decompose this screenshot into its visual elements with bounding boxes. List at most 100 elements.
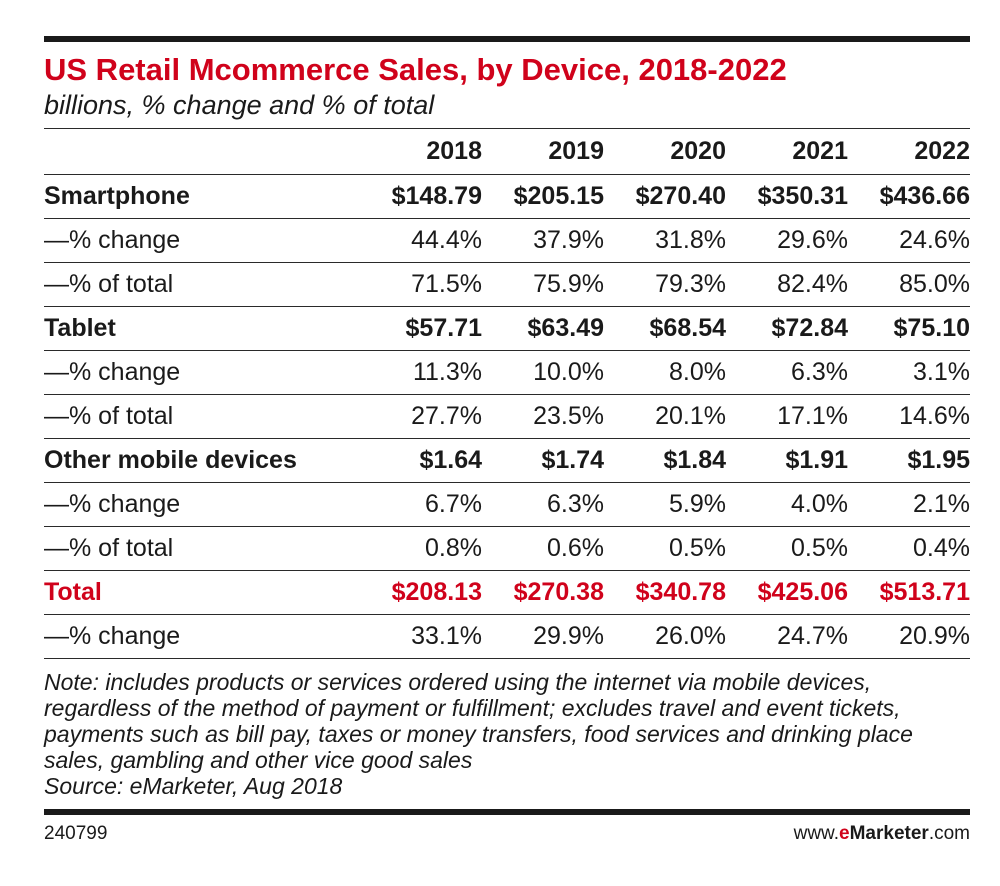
table-cell: 0.6%	[482, 526, 604, 571]
header-row: 2018 2019 2020 2021 2022	[44, 128, 970, 175]
table-cell: 26.0%	[604, 614, 726, 659]
brand-link[interactable]: www.eMarketer.com	[794, 823, 970, 845]
table-cell: 2.1%	[848, 482, 970, 527]
table-row: Smartphone $148.79 $205.15 $270.40 $350.31 $4…	[44, 174, 970, 219]
row-label: —% change	[44, 218, 360, 263]
brand-name: Marketer	[849, 823, 929, 844]
table-cell: $208.13	[360, 570, 482, 615]
row-label: Tablet	[44, 306, 360, 351]
table-body: Smartphone $148.79 $205.15 $270.40 $350.31 $4…	[44, 174, 970, 659]
table-row: —% of total 27.7% 23.5% 20.1% 17.1% 14.6%	[44, 394, 970, 439]
table-cell: $436.66	[848, 174, 970, 219]
table-cell: 20.9%	[848, 614, 970, 659]
table-cell: $270.40	[604, 174, 726, 219]
table-cell: $425.06	[726, 570, 848, 615]
table-cell: $148.79	[360, 174, 482, 219]
table-cell: $513.71	[848, 570, 970, 615]
table-cell: $340.78	[604, 570, 726, 615]
table-cell: $1.64	[360, 438, 482, 483]
table-cell: $205.15	[482, 174, 604, 219]
row-label: —% of total	[44, 526, 360, 571]
table-cell: 75.9%	[482, 262, 604, 307]
row-label: Total	[44, 570, 360, 615]
header-corner	[44, 128, 360, 175]
table-cell: 11.3%	[360, 350, 482, 395]
row-label: —% of total	[44, 394, 360, 439]
table-cell: 71.5%	[360, 262, 482, 307]
table-cell: 8.0%	[604, 350, 726, 395]
table-cell: $350.31	[726, 174, 848, 219]
table-row: Other mobile devices $1.64 $1.74 $1.84 $1.91…	[44, 438, 970, 483]
top-rule	[44, 36, 970, 42]
brand-e: e	[839, 823, 850, 844]
table-cell: 10.0%	[482, 350, 604, 395]
row-label: —% change	[44, 482, 360, 527]
table-cell: 17.1%	[726, 394, 848, 439]
table-cell: 33.1%	[360, 614, 482, 659]
table-cell: 24.7%	[726, 614, 848, 659]
table-row: Tablet $57.71 $63.49 $68.54 $72.84 $75.10	[44, 306, 970, 351]
table-cell: $1.74	[482, 438, 604, 483]
table-row: —% of total 71.5% 75.9% 79.3% 82.4% 85.0%	[44, 262, 970, 307]
table-cell: 44.4%	[360, 218, 482, 263]
bottom-rule	[44, 809, 970, 815]
table-cell: $68.54	[604, 306, 726, 351]
table-cell: 82.4%	[726, 262, 848, 307]
table-cell: 3.1%	[848, 350, 970, 395]
brand-prefix: www.	[793, 823, 840, 844]
table-cell: 0.8%	[360, 526, 482, 571]
table-row: —% change 11.3% 10.0% 8.0% 6.3% 3.1%	[44, 350, 970, 395]
table-cell: $57.71	[360, 306, 482, 351]
table-cell: 27.7%	[360, 394, 482, 439]
table-cell: $1.84	[604, 438, 726, 483]
table-cell: 4.0%	[726, 482, 848, 527]
row-label: —% change	[44, 614, 360, 659]
table-row: Total $208.13 $270.38 $340.78 $425.06 $513.71	[44, 570, 970, 615]
table-cell: 14.6%	[848, 394, 970, 439]
footer: 240799 www.eMarketer.com	[44, 821, 970, 851]
table-row: —% change 44.4% 37.9% 31.8% 29.6% 24.6%	[44, 218, 970, 263]
column-header-2018: 2018	[360, 128, 482, 175]
note-text: Note: includes products or services orde…	[44, 669, 913, 773]
column-header-2021: 2021	[726, 128, 848, 175]
chart-title: US Retail Mcommerce Sales, by Device, 20…	[44, 52, 787, 87]
source-text: Source: eMarketer, Aug 2018	[44, 773, 343, 799]
row-label: Smartphone	[44, 174, 360, 219]
table-cell: $75.10	[848, 306, 970, 351]
table-cell: 6.3%	[726, 350, 848, 395]
note-block: Note: includes products or services orde…	[44, 669, 970, 799]
table-cell: 79.3%	[604, 262, 726, 307]
table-cell: 0.5%	[604, 526, 726, 571]
row-label: Other mobile devices	[44, 438, 360, 483]
brand-suffix: .com	[928, 823, 970, 844]
column-header-2019: 2019	[482, 128, 604, 175]
data-table: 2018 2019 2020 2021 2022 Smartphone $148.79 $2…	[44, 128, 970, 659]
table-cell: 0.4%	[848, 526, 970, 571]
table-cell: $63.49	[482, 306, 604, 351]
column-header-2022: 2022	[848, 128, 970, 175]
table-cell: 6.3%	[482, 482, 604, 527]
chart-frame: US Retail Mcommerce Sales, by Device, 20…	[44, 36, 970, 851]
table-cell: 85.0%	[848, 262, 970, 307]
table-row: —% change 33.1% 29.9% 26.0% 24.7% 20.9%	[44, 614, 970, 659]
table-cell: 0.5%	[726, 526, 848, 571]
table-cell: 20.1%	[604, 394, 726, 439]
table-cell: $1.91	[726, 438, 848, 483]
chart-subtitle: billions, % change and % of total	[44, 90, 435, 120]
table-cell: 6.7%	[360, 482, 482, 527]
table-cell: $72.84	[726, 306, 848, 351]
table-cell: 5.9%	[604, 482, 726, 527]
table-cell: 37.9%	[482, 218, 604, 263]
table-cell: 23.5%	[482, 394, 604, 439]
chart-id: 240799	[44, 823, 108, 844]
table-row: —% of total 0.8% 0.6% 0.5% 0.5% 0.4%	[44, 526, 970, 571]
row-label: —% change	[44, 350, 360, 395]
table-row: —% change 6.7% 6.3% 5.9% 4.0% 2.1%	[44, 482, 970, 527]
column-header-2020: 2020	[604, 128, 726, 175]
table-cell: $1.95	[848, 438, 970, 483]
table-cell: 31.8%	[604, 218, 726, 263]
table-cell: 29.6%	[726, 218, 848, 263]
table-cell: 29.9%	[482, 614, 604, 659]
table-cell: 24.6%	[848, 218, 970, 263]
table-cell: $270.38	[482, 570, 604, 615]
